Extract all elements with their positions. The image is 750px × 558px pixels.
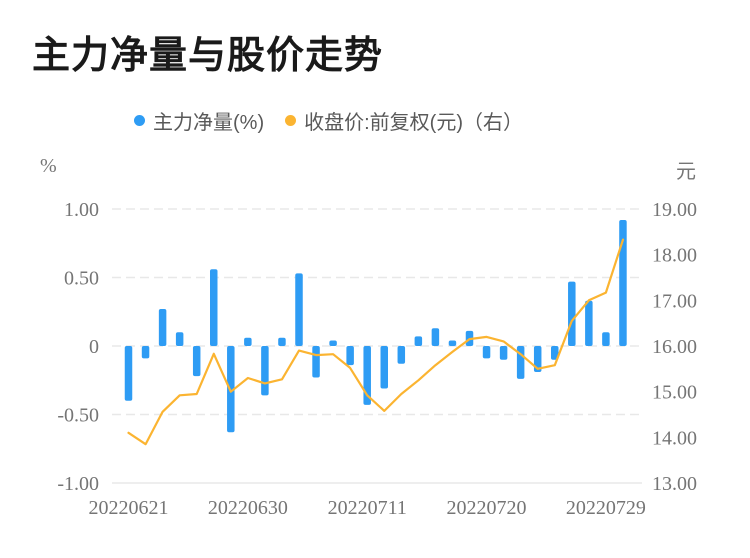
volume-bar [329,340,337,346]
volume-bar [533,346,542,373]
y-right-tick-label: 14.00 [652,427,697,449]
x-tick-label: 20220711 [328,497,407,519]
volume-bar [448,340,457,346]
volume-bar [499,346,508,360]
volume-bar [210,269,218,346]
volume-bar [397,346,406,364]
legend: 主力净量(%) 收盘价:前复权(元)（右） [134,106,523,135]
volume-bar [619,219,627,346]
x-tick-label: 20220621 [89,497,169,519]
volume-bar [551,346,559,360]
volume-bar [431,328,440,346]
volume-bar [295,273,303,346]
volume-bar [585,300,593,346]
y-left-tick-label: 0.50 [64,268,99,290]
volume-bar [414,336,423,346]
volume-bar [312,346,320,378]
right-axis-unit-label: 元 [676,161,696,183]
legend-label-main-net-volume: 主力净量(%) [153,112,265,134]
volume-bar [124,346,133,401]
x-tick-label: 20220720 [447,497,527,519]
volume-bar [175,332,184,346]
y-left-tick-label: 0 [89,336,99,358]
y-right-tick-label: 17.00 [652,290,697,312]
volume-bar [482,346,491,359]
legend-dot-close-price [285,115,297,126]
volume-bar [602,332,610,346]
chart-title: 主力净量与股价走势 [32,35,384,77]
y-right-tick-label: 13.00 [652,473,697,495]
y-left-tick-label: -1.00 [57,473,99,495]
volume-bar [158,309,167,346]
volume-bar [363,346,371,405]
volume-bar [141,346,150,359]
legend-item-main-net-volume: 主力净量(%) [134,106,264,135]
x-tick-label: 20220729 [566,497,646,519]
volume-bar [261,346,269,396]
legend-item-close-price: 收盘价:前复权(元)（右） [285,106,523,135]
volume-bar [380,346,388,389]
legend-label-close-price: 收盘价:前复权(元)（右） [304,112,523,134]
volume-bar [516,346,525,379]
y-left-tick-label: 1.00 [64,199,99,221]
price-line [127,238,625,446]
volume-bar [346,346,354,366]
volume-bar [278,337,286,346]
volume-bar [244,337,252,346]
y-left-tick-label: -0.50 [57,405,99,427]
y-right-tick-label: 15.00 [652,382,697,404]
y-right-tick-label: 19.00 [652,199,697,221]
volume-bar [192,346,201,377]
x-tick-label: 20220630 [208,497,288,519]
y-right-tick-label: 18.00 [652,245,697,267]
left-axis-unit-label: % [40,155,57,177]
legend-dot-main-net-volume [134,115,145,126]
y-right-tick-label: 16.00 [652,336,697,358]
volume-bar [568,281,576,346]
